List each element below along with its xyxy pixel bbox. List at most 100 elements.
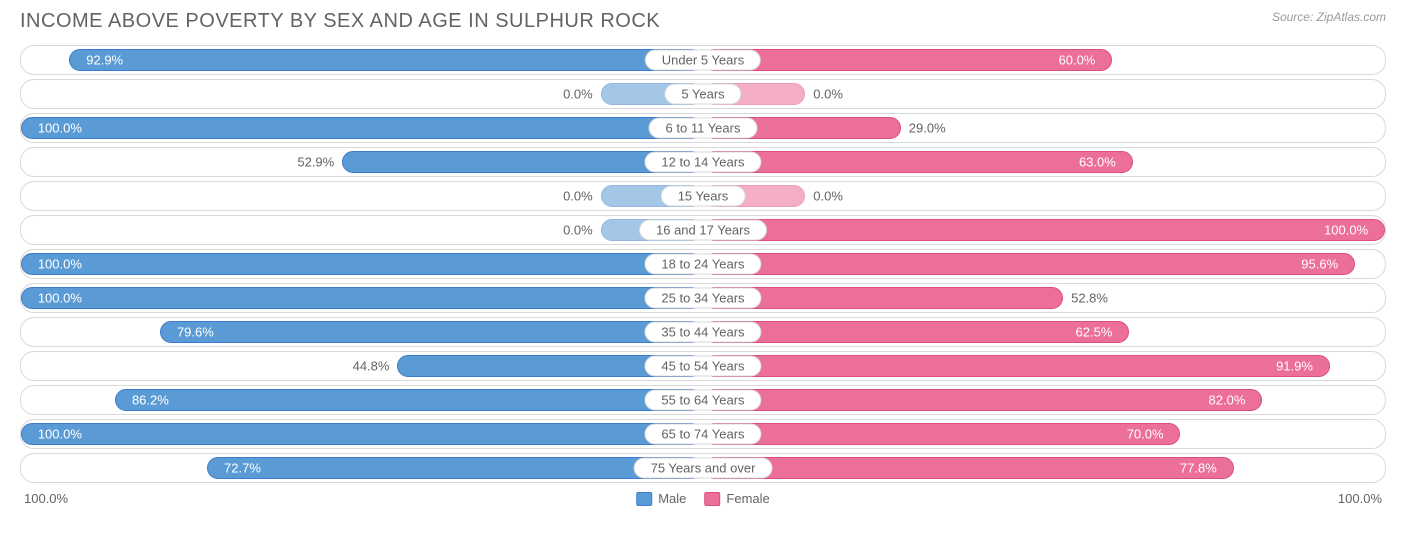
- chart-row: 100.0% 52.8% 25 to 34 Years: [20, 283, 1386, 313]
- female-value-label: 52.8%: [1063, 291, 1108, 306]
- male-value-label: 92.9%: [76, 53, 123, 68]
- legend-swatch-female: [704, 492, 720, 506]
- legend-item-male: Male: [636, 491, 686, 506]
- male-value-label: 79.6%: [167, 325, 214, 340]
- female-bar: [703, 49, 1112, 71]
- chart-header: INCOME ABOVE POVERTY BY SEX AND AGE IN S…: [20, 10, 1386, 33]
- female-half: 0.0%: [703, 182, 1385, 210]
- category-label: 12 to 14 Years: [644, 152, 761, 173]
- chart-row: 86.2% 82.0% 55 to 64 Years: [20, 385, 1386, 415]
- male-half: 0.0%: [21, 182, 703, 210]
- male-half: 44.8%: [21, 352, 703, 380]
- male-half: 100.0%: [21, 250, 703, 278]
- chart-row: 0.0% 0.0% 15 Years: [20, 181, 1386, 211]
- female-value-label: 0.0%: [805, 189, 843, 204]
- female-value-label: 91.9%: [1276, 359, 1323, 374]
- male-bar: [207, 457, 703, 479]
- female-value-label: 77.8%: [1180, 461, 1227, 476]
- female-half: 70.0%: [703, 420, 1385, 448]
- male-half: 100.0%: [21, 114, 703, 142]
- chart-row: 72.7% 77.8% 75 Years and over: [20, 453, 1386, 483]
- male-value-label: 100.0%: [28, 257, 82, 272]
- male-value-label: 0.0%: [563, 223, 601, 238]
- category-label: 6 to 11 Years: [649, 118, 758, 139]
- category-label: 18 to 24 Years: [644, 254, 761, 275]
- female-half: 82.0%: [703, 386, 1385, 414]
- chart-row: 44.8% 91.9% 45 to 54 Years: [20, 351, 1386, 381]
- male-bar: [21, 117, 703, 139]
- chart-footer: 100.0% Male Female 100.0%: [20, 491, 1386, 515]
- male-value-label: 52.9%: [297, 155, 342, 170]
- male-bar: [69, 49, 703, 71]
- male-half: 52.9%: [21, 148, 703, 176]
- female-value-label: 70.0%: [1127, 427, 1174, 442]
- category-label: 55 to 64 Years: [644, 390, 761, 411]
- chart-row: 92.9% 60.0%Under 5 Years: [20, 45, 1386, 75]
- male-bar: [115, 389, 703, 411]
- male-half: 72.7%: [21, 454, 703, 482]
- male-value-label: 100.0%: [28, 427, 82, 442]
- female-half: 52.8%: [703, 284, 1385, 312]
- category-label: 35 to 44 Years: [644, 322, 761, 343]
- chart-row: 52.9% 63.0% 12 to 14 Years: [20, 147, 1386, 177]
- male-value-label: 44.8%: [353, 359, 398, 374]
- female-half: 29.0%: [703, 114, 1385, 142]
- female-half: 77.8%: [703, 454, 1385, 482]
- chart-title: INCOME ABOVE POVERTY BY SEX AND AGE IN S…: [20, 10, 660, 33]
- female-bar: [703, 321, 1129, 343]
- chart-row: 100.0% 29.0%6 to 11 Years: [20, 113, 1386, 143]
- female-half: 0.0%: [703, 80, 1385, 108]
- legend-label-female: Female: [726, 491, 769, 506]
- female-bar: [703, 389, 1262, 411]
- male-half: 86.2%: [21, 386, 703, 414]
- diverging-bar-chart: 92.9%60.0%Under 5 Years0.0%0.0%5 Years10…: [20, 45, 1386, 483]
- chart-row: 100.0% 70.0% 65 to 74 Years: [20, 419, 1386, 449]
- category-label: 65 to 74 Years: [644, 424, 761, 445]
- female-half: 91.9%: [703, 352, 1385, 380]
- female-value-label: 62.5%: [1076, 325, 1123, 340]
- legend-label-male: Male: [658, 491, 686, 506]
- category-label: 45 to 54 Years: [644, 356, 761, 377]
- male-half: 0.0%: [21, 80, 703, 108]
- male-value-label: 72.7%: [214, 461, 261, 476]
- male-bar: [21, 287, 703, 309]
- axis-label-left: 100.0%: [24, 491, 68, 506]
- male-half: 100.0%: [21, 420, 703, 448]
- category-label: 16 and 17 Years: [639, 220, 767, 241]
- male-half: 100.0%: [21, 284, 703, 312]
- male-value-label: 100.0%: [28, 121, 82, 136]
- female-bar: [703, 355, 1330, 377]
- category-label: 15 Years: [661, 186, 746, 207]
- male-half: 92.9%: [21, 46, 703, 74]
- female-half: 62.5%: [703, 318, 1385, 346]
- legend-swatch-male: [636, 492, 652, 506]
- source-attribution: Source: ZipAtlas.com: [1272, 10, 1386, 24]
- male-value-label: 100.0%: [28, 291, 82, 306]
- male-value-label: 86.2%: [122, 393, 169, 408]
- male-value-label: 0.0%: [563, 87, 601, 102]
- female-value-label: 95.6%: [1301, 257, 1348, 272]
- category-label: 5 Years: [664, 84, 741, 105]
- chart-row: 100.0% 95.6% 18 to 24 Years: [20, 249, 1386, 279]
- female-half: 95.6%: [703, 250, 1385, 278]
- female-bar: [703, 423, 1180, 445]
- chart-row: 0.0%0.0%5 Years: [20, 79, 1386, 109]
- female-value-label: 100.0%: [1324, 223, 1378, 238]
- female-bar: [703, 253, 1355, 275]
- category-label: 25 to 34 Years: [644, 288, 761, 309]
- category-label: Under 5 Years: [645, 50, 761, 71]
- male-bar: [21, 253, 703, 275]
- female-half: 60.0%: [703, 46, 1385, 74]
- male-half: 0.0%: [21, 216, 703, 244]
- category-label: 75 Years and over: [634, 458, 773, 479]
- female-value-label: 63.0%: [1079, 155, 1126, 170]
- female-half: 100.0%: [703, 216, 1385, 244]
- female-value-label: 82.0%: [1209, 393, 1256, 408]
- male-value-label: 0.0%: [563, 189, 601, 204]
- chart-row: 0.0% 100.0% 16 and 17 Years: [20, 215, 1386, 245]
- legend-item-female: Female: [704, 491, 769, 506]
- male-bar: [160, 321, 703, 343]
- male-bar: [21, 423, 703, 445]
- male-half: 79.6%: [21, 318, 703, 346]
- axis-label-right: 100.0%: [1338, 491, 1382, 506]
